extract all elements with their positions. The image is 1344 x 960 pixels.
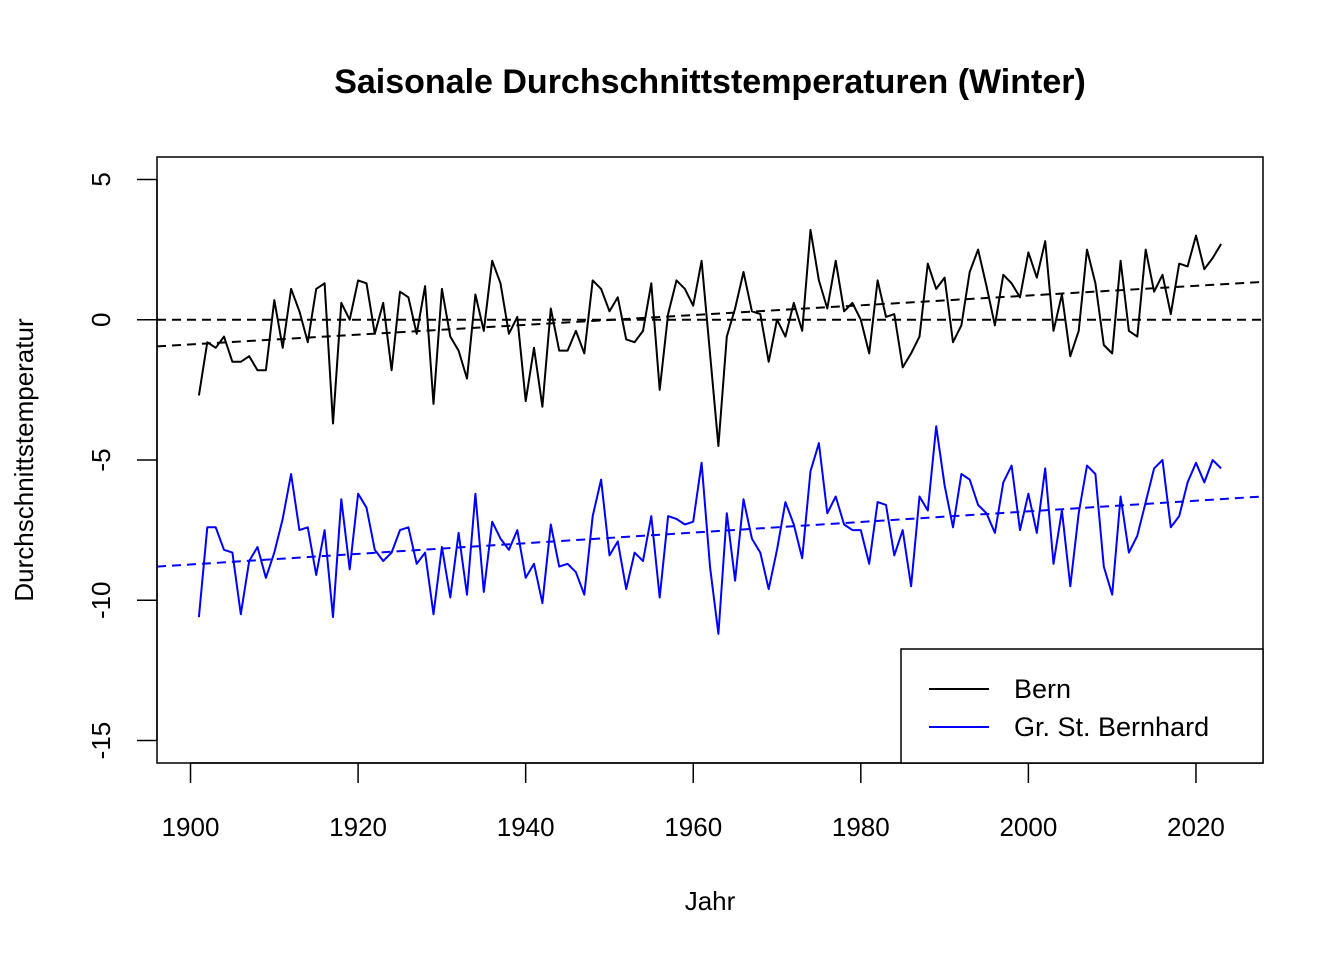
chart-title: Saisonale Durchschnittstemperaturen (Win… <box>334 63 1086 101</box>
x-tick-label: 1900 <box>162 812 220 842</box>
x-axis-label: Jahr <box>685 886 736 916</box>
legend: Bern Gr. St. Bernhard <box>900 648 1264 764</box>
series-lines <box>197 228 1222 635</box>
legend-label: Bern <box>1014 674 1071 704</box>
y-tick-label: 5 <box>86 172 116 186</box>
y-tick-label: -5 <box>86 448 116 471</box>
series-line-0 <box>197 228 1222 447</box>
y-tick-label: -10 <box>86 581 116 619</box>
x-tick-label: 1980 <box>832 812 890 842</box>
y-tick-label: -15 <box>86 722 116 760</box>
trend-line-0 <box>156 280 1264 348</box>
plot-frame <box>156 156 1264 764</box>
x-axis: 1900 1920 1940 1960 1980 2000 2020 <box>162 762 1225 842</box>
y-axis-label: Durchschnittstemperatur <box>9 318 39 602</box>
y-tick-label: 0 <box>86 312 116 326</box>
x-tick-label: 2000 <box>999 812 1057 842</box>
x-tick-label: 1960 <box>664 812 722 842</box>
legend-label: Gr. St. Bernhard <box>1014 712 1209 742</box>
trend-lines <box>156 280 1264 568</box>
x-tick-label: 2020 <box>1167 812 1225 842</box>
series-line-1 <box>197 425 1222 635</box>
legend-box <box>900 648 1264 764</box>
x-tick-label: 1940 <box>497 812 555 842</box>
x-tick-label: 1920 <box>329 812 387 842</box>
y-axis: -15 -10 -5 0 5 <box>86 172 158 760</box>
